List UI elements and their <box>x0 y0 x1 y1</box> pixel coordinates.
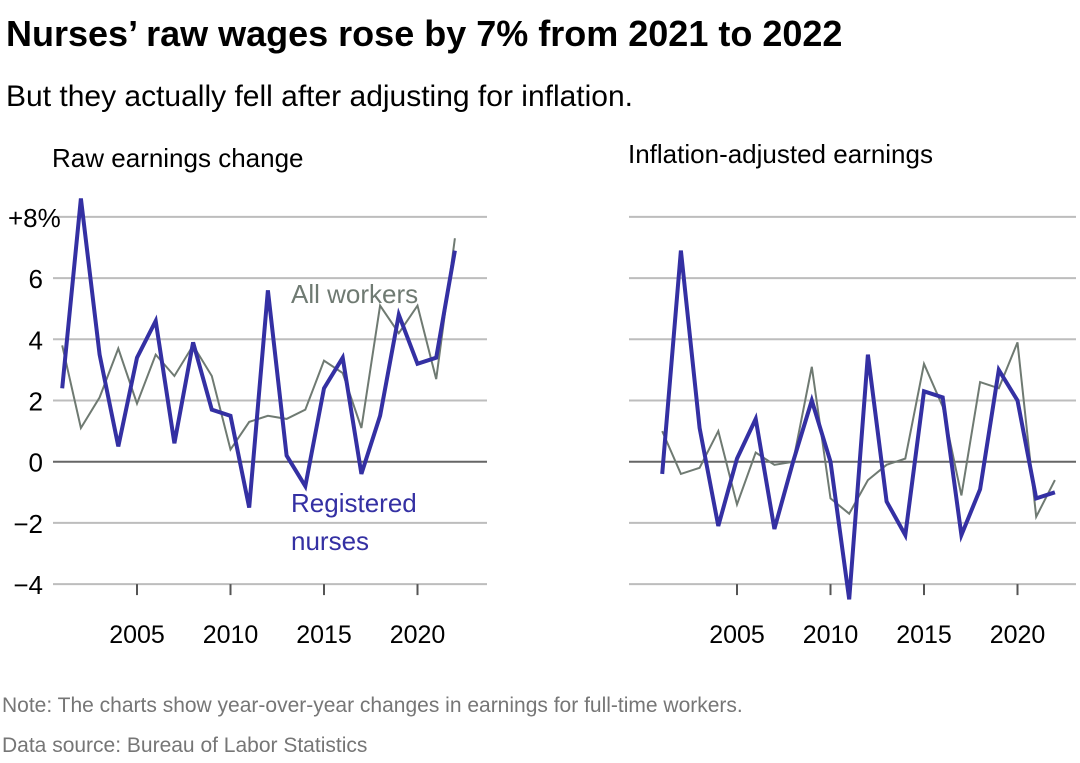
x-tick-label: 2005 <box>109 621 165 649</box>
registered-nurses-line <box>660 250 1056 600</box>
x-tick-label: 2015 <box>896 621 952 649</box>
y-tick-label: −4 <box>13 570 43 600</box>
note: Note: The charts show year-over-year cha… <box>2 694 743 717</box>
y-tick-label: 4 <box>29 325 43 355</box>
y-tick-label: 0 <box>29 448 43 478</box>
registered-nurses-line <box>60 198 457 508</box>
chart-subtitle: But they actually fell after adjusting f… <box>6 80 633 113</box>
y-tick-label: +8% <box>8 203 61 233</box>
x-tick-label: 2005 <box>709 621 765 649</box>
chart-title: Nurses’ raw wages rose by 7% from 2021 t… <box>6 13 842 54</box>
x-tick-label: 2020 <box>990 621 1046 649</box>
x-tick-label: 2015 <box>296 621 352 649</box>
x-tick-label: 2020 <box>390 621 446 649</box>
label-nurses: nurses <box>291 526 369 556</box>
x-tick-label: 2010 <box>203 621 259 649</box>
y-tick-label: −2 <box>13 509 43 539</box>
label-registered: Registered <box>291 488 417 518</box>
x-tick-label: 2010 <box>803 621 859 649</box>
label-all-workers: All workers <box>291 279 418 309</box>
panel-title-adjusted: Inflation-adjusted earnings <box>628 139 933 169</box>
y-tick-label: 2 <box>29 387 43 417</box>
panel-title-raw: Raw earnings change <box>52 143 304 173</box>
y-tick-label: 6 <box>29 264 43 294</box>
data-source: Data source: Bureau of Labor Statistics <box>2 734 367 757</box>
